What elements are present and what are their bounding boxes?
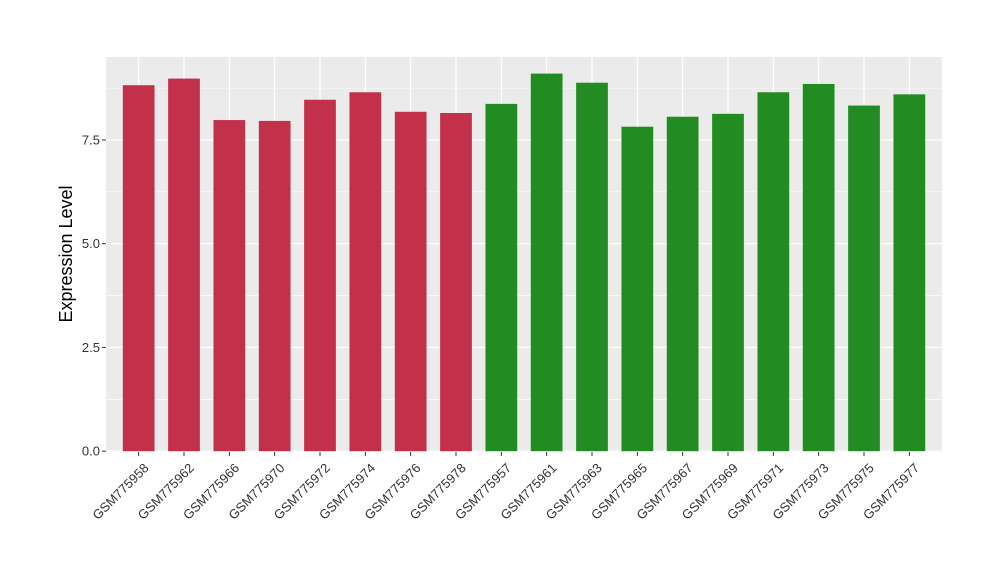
y-axis-ticks: 0.0 2.5 5.0 7.5: [82, 132, 106, 459]
bar-GSM775975: [848, 105, 880, 452]
y-tick-label: 5.0: [82, 236, 100, 251]
x-axis-ticks: GSM775958GSM775962GSM775966GSM775970GSM7…: [89, 452, 922, 523]
bar-GSM775974: [349, 92, 382, 452]
y-tick-label: 7.5: [82, 132, 100, 147]
plot-panel: [106, 57, 942, 452]
y-axis-title: Expression Level: [56, 185, 76, 322]
bars: [122, 73, 926, 452]
bar-GSM775978: [440, 113, 472, 452]
bar-GSM775961: [530, 73, 563, 452]
bar-GSM775971: [757, 92, 790, 452]
bar-GSM775973: [802, 83, 835, 452]
bar-GSM775967: [666, 116, 699, 452]
bar-GSM775969: [712, 113, 744, 452]
bar-GSM775963: [576, 82, 608, 452]
bar-GSM775966: [213, 120, 246, 452]
bar-GSM775972: [304, 99, 336, 452]
bar-GSM775976: [394, 111, 427, 452]
y-tick-label: 2.5: [82, 340, 100, 355]
bar-GSM775962: [168, 78, 200, 452]
bar-GSM775970: [258, 120, 291, 452]
bar-GSM775977: [893, 94, 926, 452]
minor-gridlines: [106, 87, 942, 400]
bar-GSM775958: [122, 85, 155, 452]
y-tick-label: 0.0: [82, 444, 100, 459]
bar-GSM775965: [621, 126, 654, 452]
bar-GSM775957: [485, 103, 518, 452]
